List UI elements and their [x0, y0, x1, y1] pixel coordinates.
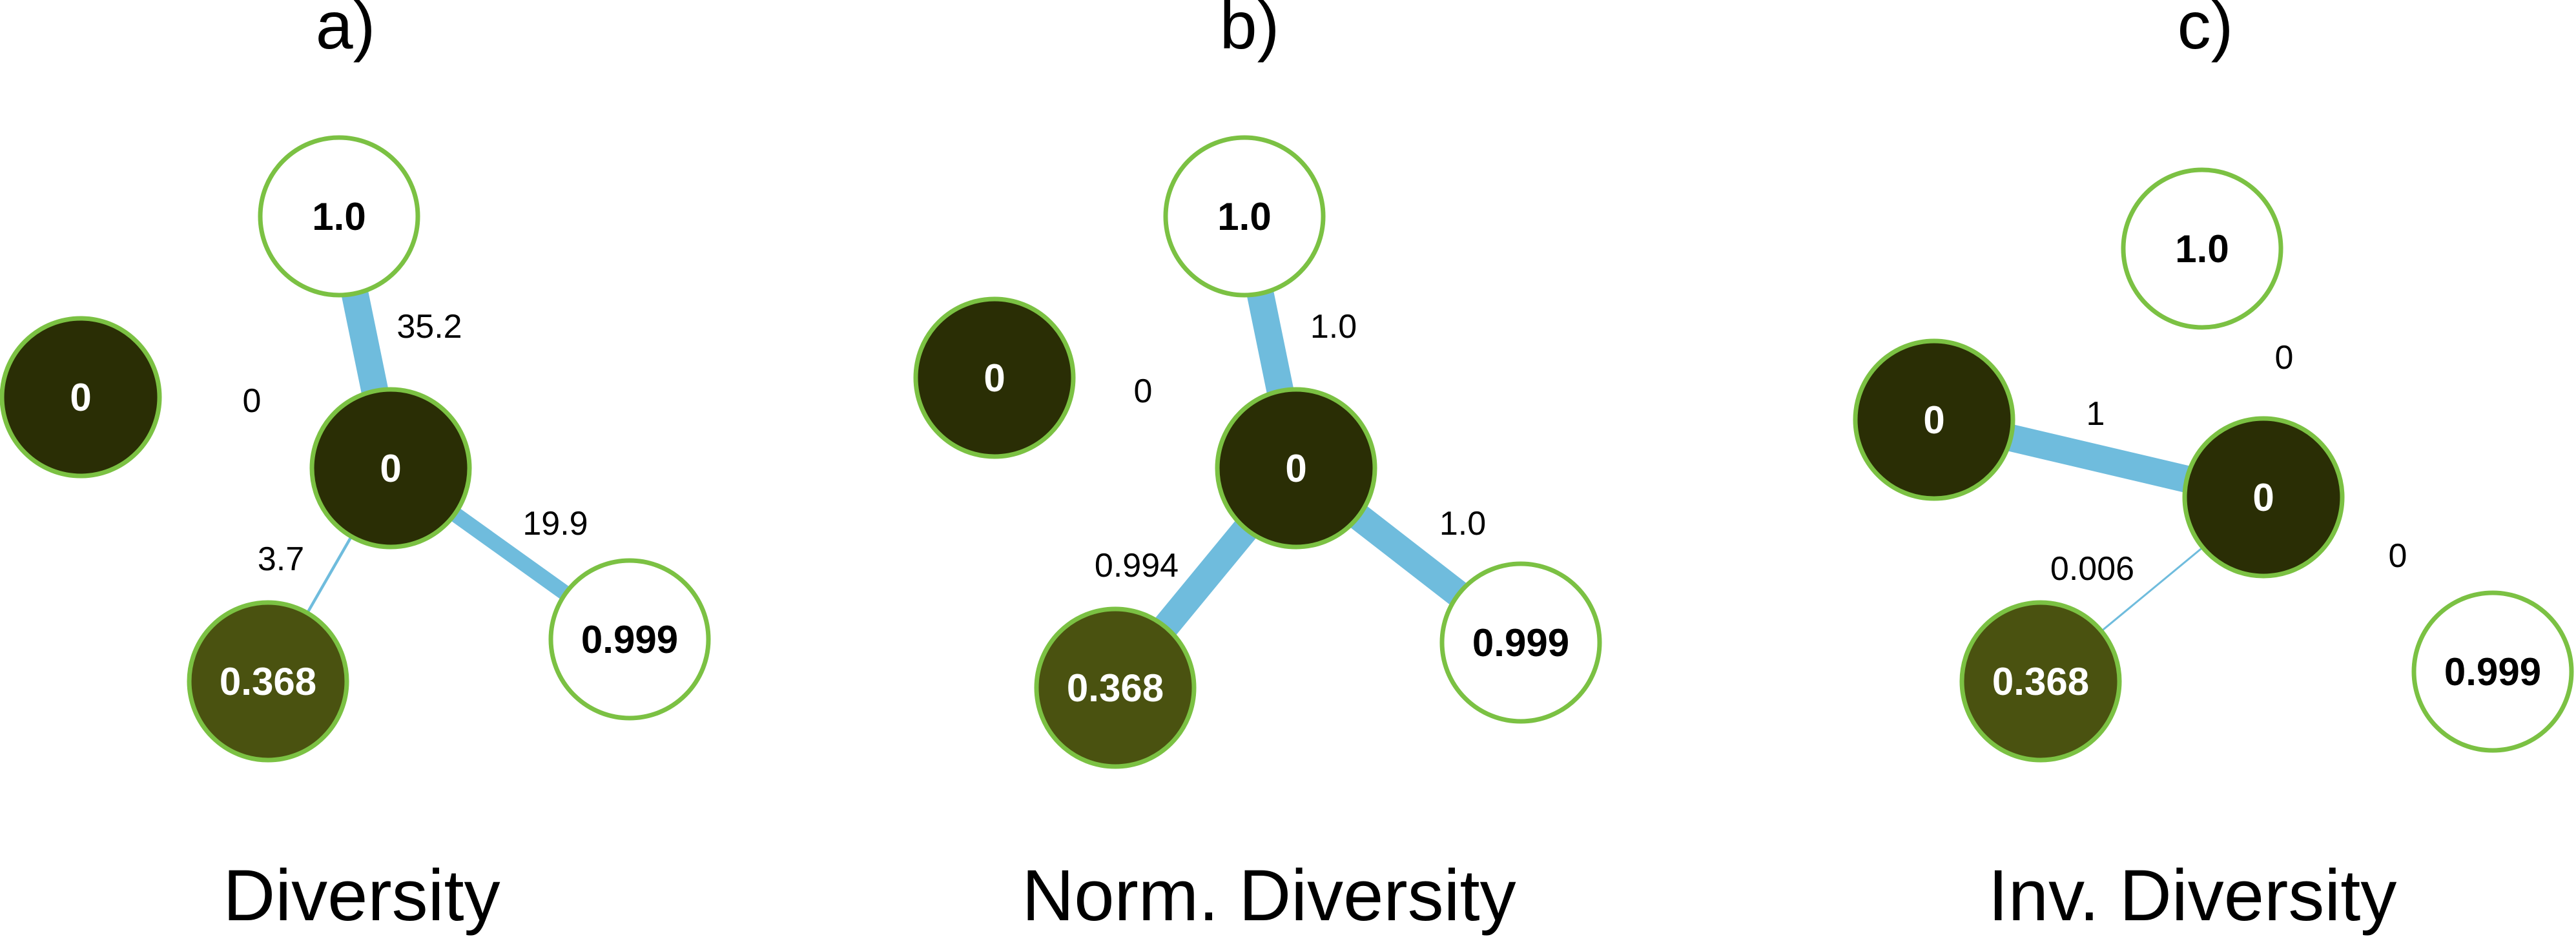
edge-label-top: 35.2 — [397, 308, 462, 345]
node-label-left: 0 — [1923, 398, 1944, 442]
node-center — [1215, 387, 1377, 550]
node-left — [1853, 338, 2015, 501]
node-right — [2411, 590, 2574, 753]
panel-caption: Norm. Diversity — [1022, 855, 1516, 936]
node-bottom — [1034, 606, 1197, 769]
edge-label-right: 1.0 — [1439, 505, 1486, 542]
node-label-center: 0 — [2252, 476, 2274, 519]
node-label-top: 1.0 — [1217, 195, 1271, 238]
node-label-left: 0 — [70, 376, 91, 419]
node-label-bottom: 0.368 — [1992, 660, 2089, 703]
node-center — [309, 387, 472, 550]
edge-label-right: 0 — [2389, 537, 2407, 575]
edge-label-left: 0 — [243, 382, 262, 420]
node-top — [258, 135, 420, 298]
panel-label: b) — [1220, 0, 1279, 63]
panel-caption: Diversity — [223, 855, 500, 936]
node-label-left: 0 — [984, 356, 1005, 400]
panel-label: a) — [316, 0, 375, 63]
panel-caption: Inv. Diversity — [1988, 855, 2397, 936]
node-top — [2121, 167, 2283, 330]
edge-label-left: 0 — [1134, 373, 1153, 410]
node-bottom — [187, 600, 349, 763]
node-label-bottom: 0.368 — [1067, 666, 1164, 710]
node-left — [0, 316, 162, 479]
panel-b: 1.0 0 0 0.368 0.999 1.0 0 1.0 0.994 b) Norm. Diver… — [913, 0, 1602, 936]
node-label-right: 0.999 — [1472, 621, 1569, 665]
node-left — [913, 296, 1076, 459]
edge-label-bottom: 3.7 — [258, 541, 304, 578]
node-label-center: 0 — [1285, 447, 1306, 490]
panel-a: 1.0 0 0 0.368 0.999 35.2 0 19.9 3.7 a) Diversity — [0, 0, 711, 936]
edge-label-bottom: 0.994 — [1095, 547, 1179, 584]
node-bottom — [1959, 600, 2122, 763]
node-label-right: 0.999 — [2444, 650, 2541, 694]
node-top — [1163, 135, 1326, 298]
node-label-bottom: 0.368 — [220, 660, 316, 703]
edge-label-bottom: 0.006 — [2050, 550, 2134, 588]
panel-label: c) — [2178, 0, 2234, 63]
node-right — [548, 558, 711, 721]
node-label-right: 0.999 — [581, 618, 678, 661]
node-label-top: 1.0 — [312, 195, 366, 238]
node-label-top: 1.0 — [2175, 227, 2229, 271]
node-label-center: 0 — [380, 447, 401, 490]
edge-label-left: 1 — [2087, 395, 2105, 433]
edge-label-top: 1.0 — [1310, 308, 1357, 345]
edge-label-right: 19.9 — [522, 505, 588, 542]
node-center — [2182, 416, 2345, 579]
panel-c: 1.0 0 0 0.368 0.999 0 1 0 0.006 c) Inv. Diversity — [1853, 0, 2574, 936]
node-right — [1439, 561, 1602, 724]
edge-label-top: 0 — [2275, 339, 2294, 376]
